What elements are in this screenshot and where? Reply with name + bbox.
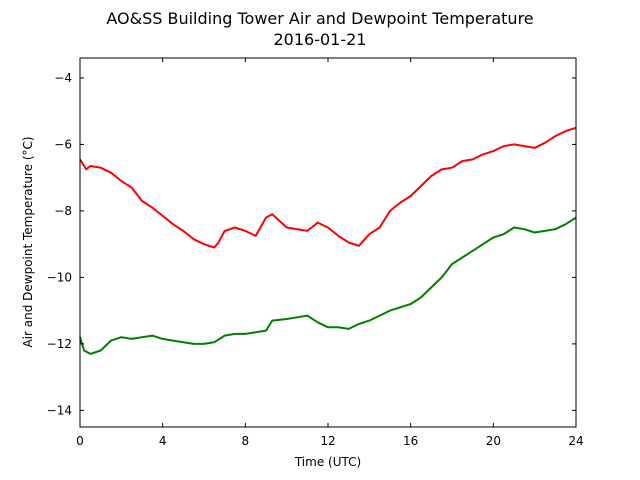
y-axis: −14 −12 −10 −8 −6 −4 [47,71,576,417]
series-layer [79,126,577,355]
x-axis-label: Time (UTC) [294,455,361,469]
x-axis: 0 4 8 12 16 20 24 [76,58,584,448]
y-tick-label: −8 [54,204,72,218]
x-tick-label: 0 [76,434,84,448]
dewpoint-temperature-line [79,216,577,355]
y-axis-label: Air and Dewpoint Temperature (°C) [21,136,35,347]
y-tick-label: −6 [54,137,72,151]
plot-frame [79,57,577,428]
chart-subtitle: 2016-01-21 [274,30,367,49]
y-tick-label: −14 [47,403,72,417]
air-temperature-line [79,126,577,249]
chart-title: AO&SS Building Tower Air and Dewpoint Te… [106,9,533,28]
x-tick-label: 24 [568,434,583,448]
x-tick-label: 8 [242,434,250,448]
y-tick-label: −10 [47,270,72,284]
x-tick-label: 20 [486,434,501,448]
x-tick-label: 16 [403,434,418,448]
y-tick-label: −4 [54,71,72,85]
x-tick-label: 12 [320,434,335,448]
x-tick-label: 4 [159,434,167,448]
y-tick-label: −12 [47,337,72,351]
